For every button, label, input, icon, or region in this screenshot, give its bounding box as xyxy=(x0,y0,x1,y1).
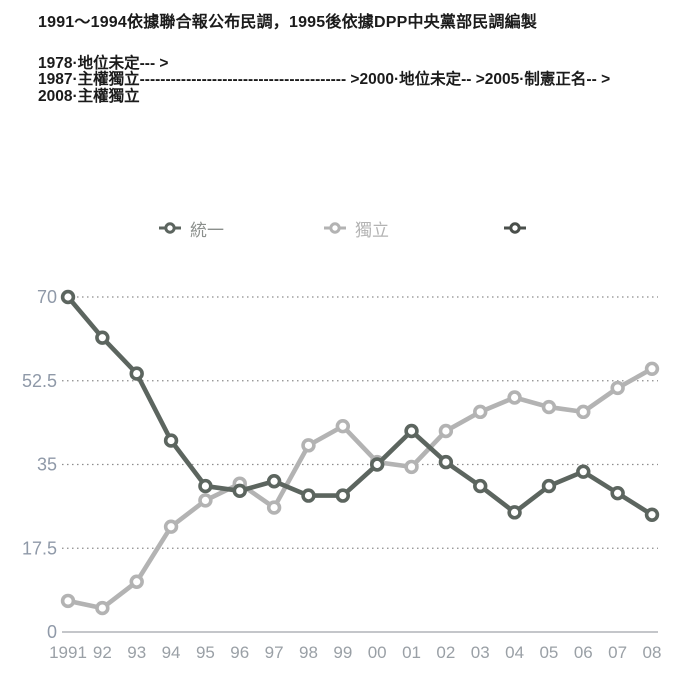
data-point-unification[interactable] xyxy=(60,289,76,305)
data-point-unification[interactable] xyxy=(198,478,213,494)
data-point-independence[interactable] xyxy=(438,423,454,439)
data-point-unification[interactable] xyxy=(610,486,625,501)
y-tick-label: 70 xyxy=(37,287,57,307)
x-tick-label: 97 xyxy=(265,643,284,662)
x-tick-label: 08 xyxy=(643,643,662,662)
x-tick-label: 95 xyxy=(196,643,215,662)
x-tick-label: 05 xyxy=(539,643,558,662)
series-marker-icon xyxy=(504,222,526,234)
series-line-unification xyxy=(65,294,655,518)
legend-item-unlabeled[interactable] xyxy=(503,219,535,237)
legend-item-independence[interactable]: 獨立 xyxy=(323,219,389,240)
data-point-unification[interactable] xyxy=(369,457,385,472)
x-tick-label: 00 xyxy=(368,643,387,662)
x-tick-label: 01 xyxy=(402,643,421,662)
y-tick-label: 0 xyxy=(47,622,57,642)
x-tick-label: 96 xyxy=(230,643,249,662)
x-tick-label: 03 xyxy=(471,643,490,662)
data-point-unification[interactable] xyxy=(541,478,557,494)
data-point-independence[interactable] xyxy=(198,493,213,508)
data-point-unification[interactable] xyxy=(129,366,144,381)
data-point-independence[interactable] xyxy=(644,361,660,376)
x-tick-label: 07 xyxy=(608,643,627,662)
data-point-unification[interactable] xyxy=(473,478,488,494)
data-point-unification[interactable] xyxy=(163,433,179,448)
data-point-independence[interactable] xyxy=(95,600,110,616)
data-point-unification[interactable] xyxy=(404,423,419,439)
series-marker-icon xyxy=(159,222,181,234)
timeline-annotation: 1978·地位未定--- > 1987·主權獨立----------------… xyxy=(38,55,611,105)
data-point-unification[interactable] xyxy=(507,505,522,520)
data-point-independence[interactable] xyxy=(541,399,557,415)
timeline-line-2008: 2008·主權獨立 xyxy=(38,87,140,105)
data-point-unification[interactable] xyxy=(644,507,660,522)
x-tick-label: 04 xyxy=(505,643,524,662)
legend-label: 統一 xyxy=(190,220,224,240)
chart-legend: 統一 獨立 xyxy=(0,219,695,240)
chart-source-title: 1991～1994依據聯合報公布民調，1995後依據DPP中央黨部民調編製 xyxy=(38,14,538,31)
data-point-independence[interactable] xyxy=(507,390,522,405)
data-point-unification[interactable] xyxy=(335,488,351,503)
data-point-independence[interactable] xyxy=(60,593,76,609)
data-point-unification[interactable] xyxy=(301,488,316,503)
data-point-independence[interactable] xyxy=(610,380,625,396)
x-tick-label: 98 xyxy=(299,643,318,662)
data-point-unification[interactable] xyxy=(576,464,591,479)
data-point-independence[interactable] xyxy=(266,500,282,515)
timeline-line-1978: 1978·地位未定--- > xyxy=(38,55,169,72)
x-tick-label: 02 xyxy=(436,643,455,662)
legend-item-unification[interactable]: 統一 xyxy=(158,219,224,240)
legend-label: 獨立 xyxy=(355,220,389,240)
data-point-independence[interactable] xyxy=(576,404,591,420)
data-point-independence[interactable] xyxy=(301,438,316,453)
data-point-unification[interactable] xyxy=(266,474,282,489)
data-point-unification[interactable] xyxy=(438,454,454,470)
y-tick-label: 35 xyxy=(37,455,57,475)
data-point-independence[interactable] xyxy=(404,459,419,475)
x-tick-label: 92 xyxy=(93,643,112,662)
x-tick-label: 94 xyxy=(162,643,181,662)
series-marker-icon xyxy=(324,222,346,234)
data-point-independence[interactable] xyxy=(473,404,488,420)
data-point-unification[interactable] xyxy=(232,483,247,499)
y-tick-label: 17.5 xyxy=(22,538,57,558)
timeline-line-1987: 1987·主權獨立-------------------------------… xyxy=(38,71,611,89)
data-point-unification[interactable] xyxy=(95,330,110,345)
data-point-independence[interactable] xyxy=(163,519,179,534)
y-tick-label: 52.5 xyxy=(22,371,57,391)
data-point-independence[interactable] xyxy=(335,419,351,434)
x-tick-label: 1991 xyxy=(49,643,87,662)
x-tick-label: 99 xyxy=(333,643,352,662)
series-line-independence xyxy=(65,366,655,611)
data-point-independence[interactable] xyxy=(129,574,144,589)
x-tick-label: 93 xyxy=(127,643,146,662)
x-tick-label: 06 xyxy=(574,643,593,662)
